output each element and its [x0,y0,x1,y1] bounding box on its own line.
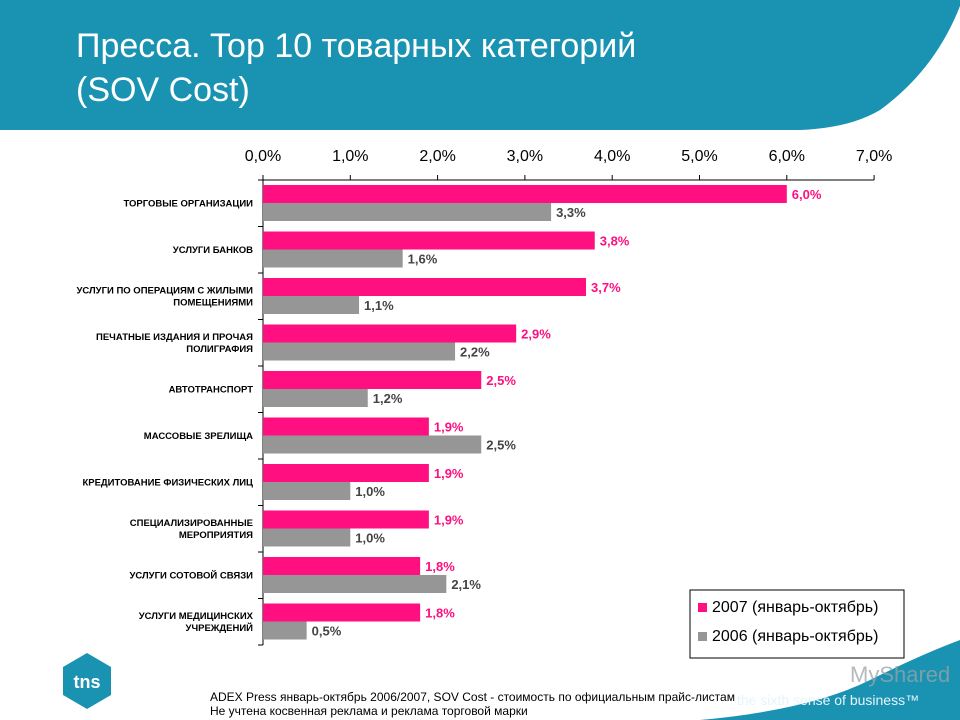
x-tick-label: 3,0% [507,148,543,165]
category-label: КРЕДИТОВАНИЕ ФИЗИЧЕСКИХ ЛИЦ [82,477,253,488]
bar-2006 [263,435,482,454]
data-label-2007: 2,5% [486,373,516,388]
data-label-2007: 3,8% [600,234,630,249]
category-label: АВТОТРАНСПОРТ [169,384,254,395]
category-label: УЧРЕЖДЕНИЙ [186,622,254,634]
bar-2006 [263,203,552,221]
category-label: УСЛУГИ ПО ОПЕРАЦИЯМ С ЖИЛЫМИ [76,285,253,296]
category-label: МЕРОПРИЯТИЯ [179,530,253,541]
title-line-2: (SOV Cost) [76,71,250,109]
data-label-2007: 2,9% [521,327,551,342]
data-label-2006: 2,1% [451,577,481,592]
category-label: УСЛУГИ СОТОВОЙ СВЯЗИ [129,569,253,581]
data-label-2007: 1,9% [434,420,464,435]
data-label-2007: 1,9% [434,513,464,528]
footer-note: ADEX Press январь-октябрь 2006/2007, SOV… [210,690,735,718]
data-label-2006: 0,5% [312,624,342,639]
bar-2006 [263,389,368,407]
bar-2006 [263,296,360,314]
x-tick-label: 4,0% [594,148,630,165]
data-label-2007: 1,9% [434,466,464,481]
bar-2007 [263,185,787,203]
data-label-2006: 1,1% [364,298,394,313]
category-label: УСЛУГИ БАНКОВ [173,245,253,256]
bar-2006 [263,621,307,640]
brand-band [700,640,960,720]
bar-2007 [263,231,595,250]
bar-2006 [263,528,351,547]
bar-2007 [263,603,421,622]
tns-logo-text: tns [74,672,101,692]
bar-2007 [263,464,429,482]
x-tick-label: 7,0% [856,148,892,165]
tns-logo: tns [63,653,111,709]
data-label-2007: 6,0% [792,187,822,202]
data-label-2006: 1,0% [355,484,385,499]
bar-2006 [263,249,403,268]
x-tick-label: 5,0% [681,148,717,165]
legend-swatch [698,603,707,612]
category-label: ПОМЕЩЕНИЯМИ [173,297,253,308]
bar-2007 [263,417,429,436]
category-label: УСЛУГИ МЕДИЦИНСКИХ [139,611,254,622]
data-label-2006: 1,0% [355,531,385,546]
brand-tagline: the sixth sense of business™ [737,692,920,708]
footer-line-1: ADEX Press январь-октябрь 2006/2007, SOV… [210,690,735,704]
x-tick-label: 0,0% [245,148,281,165]
data-label-2006: 1,6% [408,252,438,267]
bar-2007 [263,324,517,343]
x-tick-label: 1,0% [332,148,368,165]
legend-label: 2006 (январь-октябрь) [712,628,878,645]
legend-box [689,589,905,659]
x-tick-label: 6,0% [769,148,805,165]
category-label: МАССОВЫЕ ЗРЕЛИЩА [144,431,253,442]
legend-label: 2007 (январь-октябрь) [712,599,878,616]
x-tick-label: 2,0% [419,148,455,165]
bar-2007 [263,278,587,296]
bar-chart: 0,0% 1,0% 2,0% 3,0% 4,0% 5,0% 6,0% 7,0% ТОРГОВЫЕ… [76,148,905,659]
category-label: ТОРГОВЫЕ ОРГАНИЗАЦИИ [123,198,253,209]
bar-2006 [263,575,447,593]
bar-2006 [263,342,456,361]
bar-2007 [263,371,482,389]
header-band [0,0,960,130]
data-label-2007: 1,8% [425,606,455,621]
category-label: СПЕЦИАЛИЗИРОВАННЫЕ [130,518,253,529]
bar-2007 [263,557,421,575]
data-label-2007: 3,7% [591,280,621,295]
title-line-1: Пресса. Top 10 товарных категорий [76,27,637,65]
bar-2007 [263,510,429,529]
data-label-2006: 3,3% [556,205,586,220]
category-label: ПЕЧАТНЫЕ ИЗДАНИЯ И ПРОЧАЯ [96,332,253,343]
footer-line-2: Не учтена косвенная реклама и реклама то… [210,704,528,718]
page-title: Пресса. Top 10 товарных категорий (SOV C… [76,24,636,112]
data-label-2006: 2,5% [486,438,516,453]
category-label: ПОЛИГРАФИЯ [186,344,253,355]
bar-2006 [263,482,351,500]
legend-swatch [698,632,707,641]
data-label-2007: 1,8% [425,559,455,574]
data-label-2006: 2,2% [460,345,490,360]
watermark-text: MyShared [850,662,951,687]
data-label-2006: 1,2% [373,391,403,406]
